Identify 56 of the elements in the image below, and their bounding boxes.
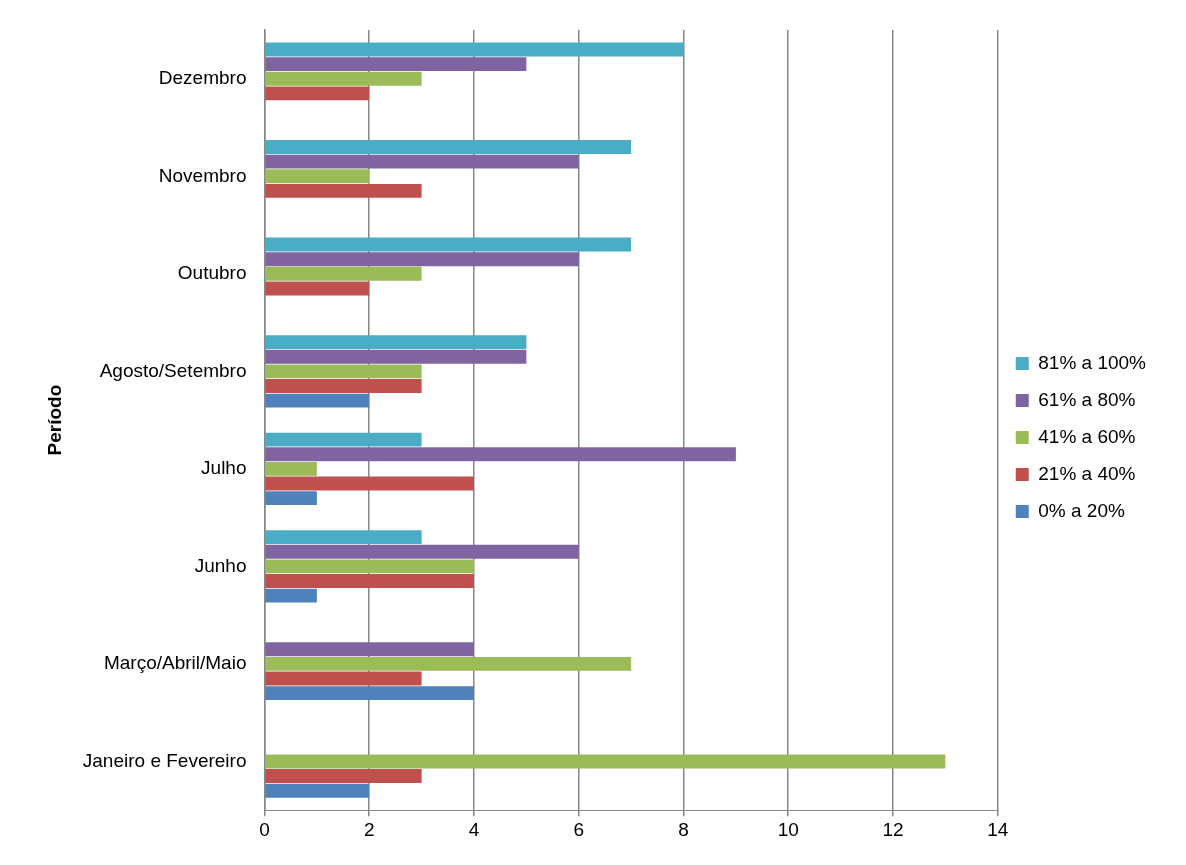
- legend-label: 41% a 60%: [1038, 425, 1136, 447]
- bar: [265, 42, 684, 57]
- y-tick-label: Dezembro: [158, 67, 247, 88]
- x-tick-label: 10: [777, 818, 799, 840]
- bar: [265, 252, 579, 267]
- x-tick-label: 12: [882, 818, 904, 840]
- bar: [265, 432, 422, 447]
- x-tick-label: 2: [363, 818, 375, 840]
- legend-label: 0% a 20%: [1038, 499, 1125, 521]
- bar: [265, 447, 736, 462]
- bar: [265, 491, 317, 506]
- bar: [265, 754, 946, 769]
- y-tick-label: Outubro: [177, 262, 247, 284]
- bar: [265, 379, 422, 393]
- bar: [265, 588, 317, 603]
- bar: [265, 364, 422, 379]
- y-tick-label: Janeiro e Fevereiro: [82, 749, 247, 771]
- bar: [265, 783, 370, 798]
- legend-label: 21% a 40%: [1038, 462, 1136, 484]
- bar: [265, 71, 422, 86]
- y-tick-label: Julho: [201, 457, 247, 479]
- bar: [265, 671, 422, 686]
- bar: [265, 281, 370, 296]
- bar: [265, 335, 527, 350]
- x-tick-label: 0: [259, 818, 270, 840]
- y-axis-title: Período: [43, 384, 65, 456]
- bar: [265, 349, 527, 364]
- x-tick-label: 4: [468, 818, 480, 840]
- bar: [265, 393, 370, 408]
- legend-label: 81% a 100%: [1038, 351, 1147, 373]
- bar: [265, 154, 579, 169]
- bar: [265, 686, 474, 701]
- x-tick-label: 8: [678, 818, 689, 840]
- y-tick-label: Agosto/Setembro: [99, 359, 247, 381]
- bar: [265, 656, 632, 671]
- y-tick-label: Novembro: [158, 164, 247, 186]
- y-tick-label: Março/Abril/Maio: [103, 652, 247, 674]
- bar: [265, 476, 474, 491]
- bar: [265, 544, 579, 559]
- bar: [265, 237, 632, 252]
- x-tick-label: 6: [573, 818, 585, 840]
- bar: [265, 169, 370, 184]
- bar: [265, 574, 474, 588]
- bar: [265, 140, 632, 154]
- bar: [265, 559, 474, 574]
- bar: [265, 642, 474, 657]
- bar: [265, 57, 527, 72]
- bar: [265, 86, 370, 101]
- bar: [265, 769, 422, 784]
- legend-label: 61% a 80%: [1038, 388, 1136, 410]
- x-tick-label: 14: [987, 818, 1009, 840]
- bar: [265, 461, 317, 476]
- bar: [265, 266, 422, 281]
- bar: [265, 183, 422, 198]
- y-tick-label: Junho: [194, 554, 247, 576]
- bar: [265, 530, 422, 545]
